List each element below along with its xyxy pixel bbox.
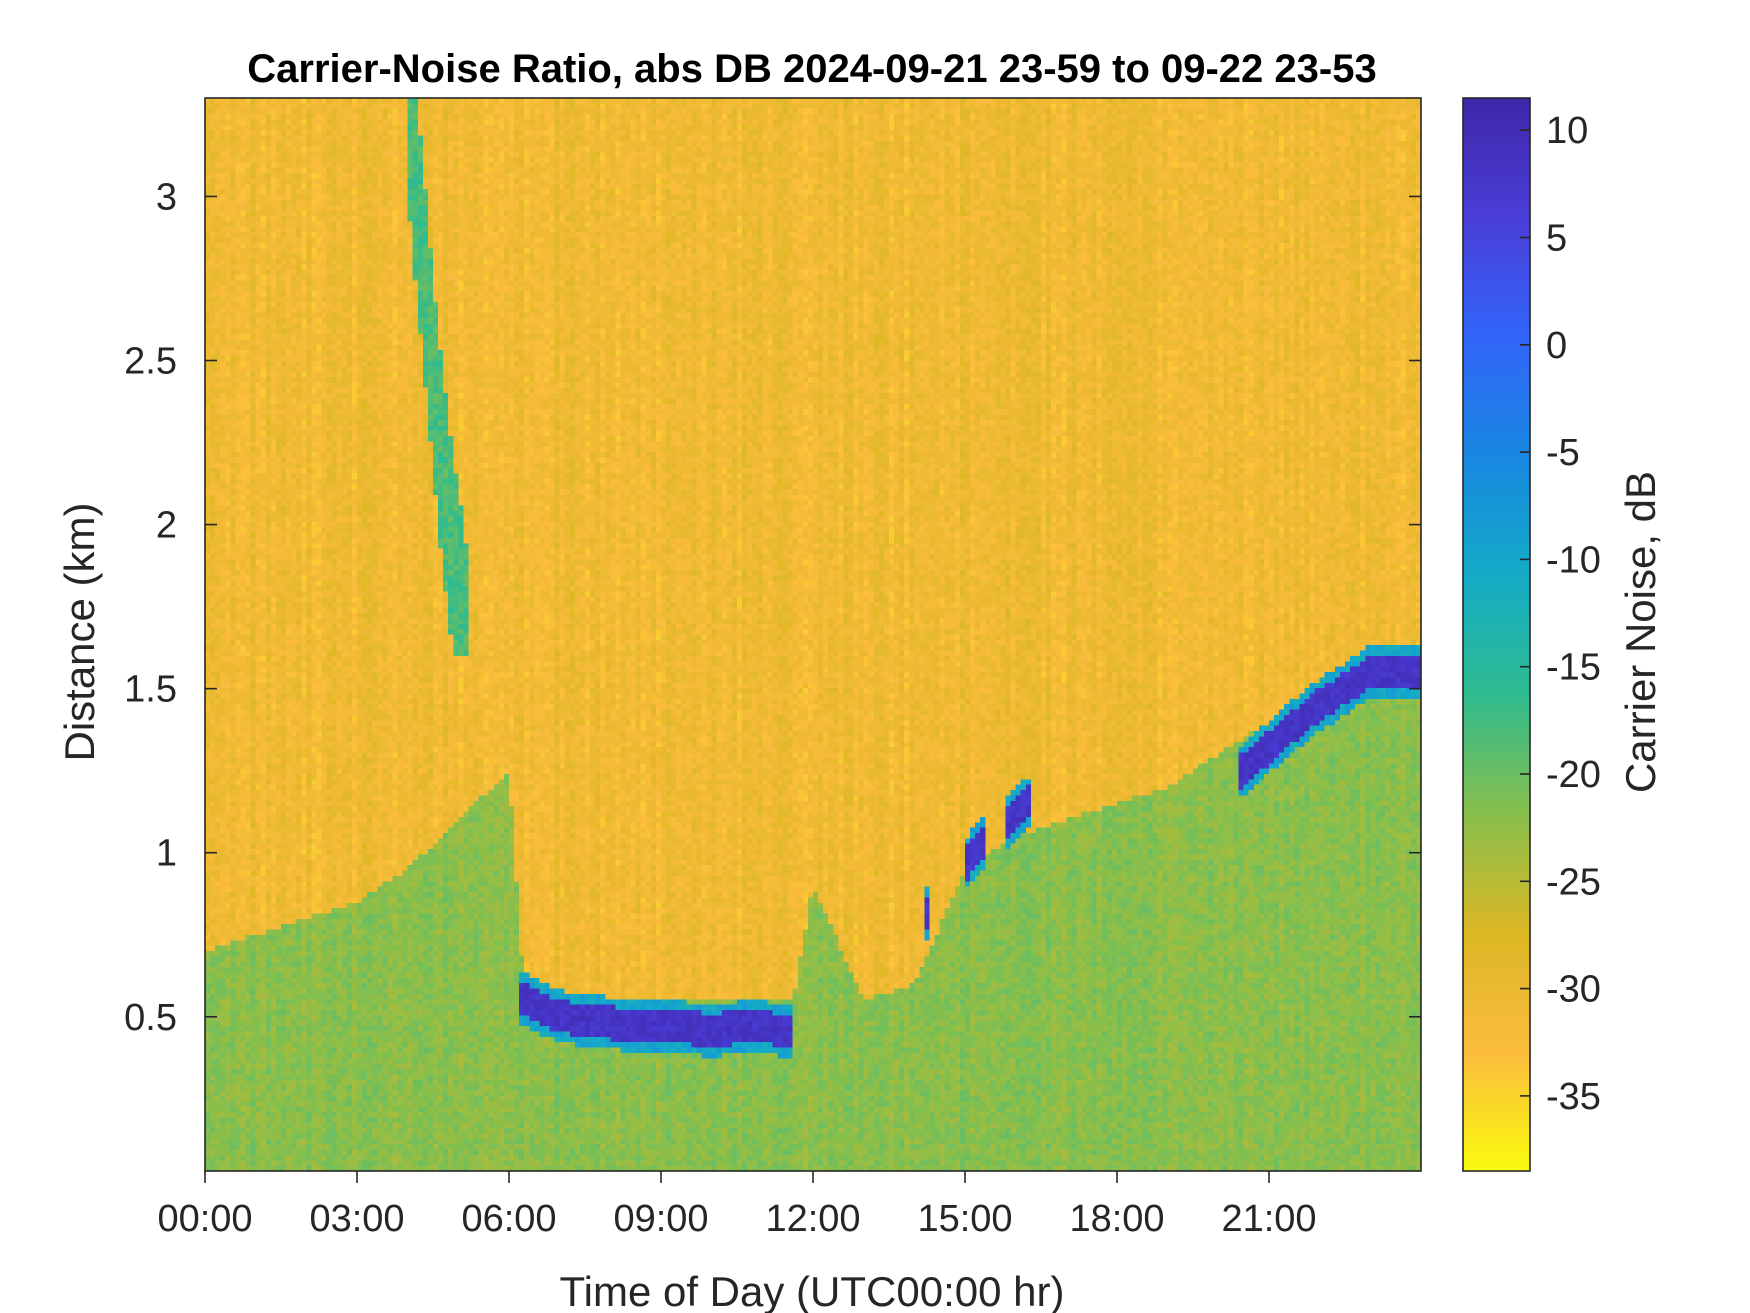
y-tick-label: 2 [156,505,177,547]
y-tick-label: 0.5 [124,997,177,1039]
x-tick-label: 09:00 [613,1198,708,1240]
colorbar-tick-label: -10 [1546,539,1601,581]
colorbar-tick-label: -25 [1546,861,1601,903]
y-tick-label: 1 [156,833,177,875]
colorbar-bar [1462,97,1531,1172]
colorbar-tick-label: -20 [1546,754,1601,796]
y-tick-label: 3 [156,176,177,218]
x-tick-label: 18:00 [1069,1198,1164,1240]
y-tick-label: 2.5 [124,341,177,383]
y-tick-label: 1.5 [124,669,177,711]
x-axis-label: Time of Day (UTC00:00 hr) [560,1268,1065,1313]
y-axis-label: Distance (km) [56,502,103,761]
colorbar-tick-label: 5 [1546,217,1567,259]
colorbar-tick-label: -30 [1546,969,1601,1011]
x-tick-label: 21:00 [1221,1198,1316,1240]
x-tick-label: 06:00 [461,1198,556,1240]
colorbar-label: Carrier Noise, dB [1617,471,1664,793]
heatmap [205,98,1421,1171]
x-tick-label: 12:00 [765,1198,860,1240]
x-tick-label: 15:00 [917,1198,1012,1240]
heatmap-image [205,98,1421,1171]
colorbar-tick-label: 0 [1546,325,1567,367]
x-tick-label: 00:00 [157,1198,252,1240]
y-axis-ticks: 0.5 1 1.5 2 2.5 3 [124,176,1421,1039]
chart-title: Carrier-Noise Ratio, abs DB 2024-09-21 2… [247,47,1376,91]
x-tick-label: 03:00 [309,1198,404,1240]
colorbar-tick-label: -5 [1546,432,1580,474]
x-axis-ticks: 00:00 03:00 06:00 09:00 12:00 15:00 18:00 21:00 [157,1171,1317,1240]
colorbar-tick-label: -15 [1546,647,1601,689]
colorbar-ticks: 10 5 0 -5 -10 -15 -20 -25 -30 -35 [1520,110,1601,1118]
colorbar [1462,97,1531,1172]
colorbar-tick-label: -35 [1546,1076,1601,1118]
colorbar-tick-label: 10 [1546,110,1588,152]
